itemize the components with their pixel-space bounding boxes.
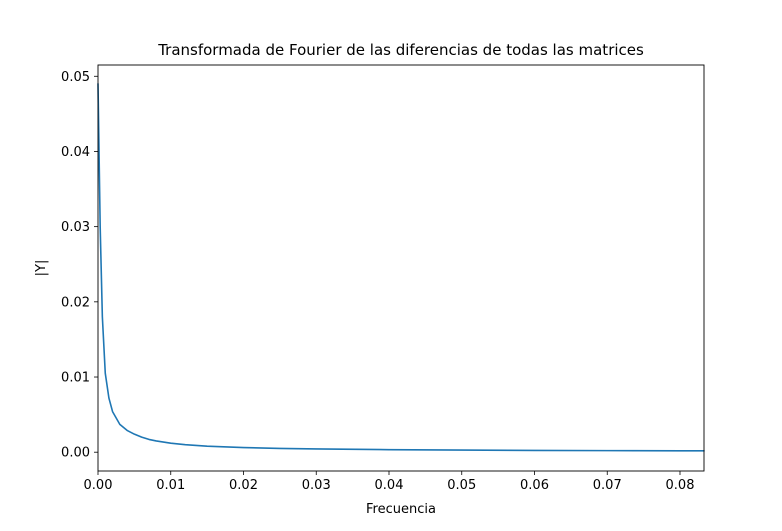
chart-title: Transformada de Fourier de las diferenci…	[157, 41, 644, 59]
x-axis-label: Frecuencia	[366, 502, 436, 517]
y-tick-label: 0.00	[61, 446, 90, 461]
y-tick-label: 0.02	[61, 295, 90, 310]
y-tick-label: 0.04	[61, 145, 90, 160]
x-tick-label: 0.02	[229, 478, 258, 493]
y-axis-ticks: 0.00 0.01 0.02 0.03 0.04 0.05	[61, 70, 98, 461]
x-tick-label: 0.06	[520, 478, 549, 493]
x-tick-label: 0.03	[302, 478, 331, 493]
x-tick-label: 0.04	[375, 478, 404, 493]
x-tick-label: 0.08	[666, 478, 695, 493]
y-tick-label: 0.01	[61, 371, 90, 386]
x-tick-label: 0.00	[84, 478, 113, 493]
y-tick-label: 0.03	[61, 220, 90, 235]
plot-frame	[97, 64, 705, 472]
plot-area	[97, 64, 705, 472]
x-tick-label: 0.05	[447, 478, 476, 493]
y-tick-label: 0.05	[61, 70, 90, 85]
x-axis-ticks: 0.00 0.01 0.02 0.03 0.04 0.05 0.06 0.07 0.08	[84, 471, 695, 493]
x-tick-label: 0.01	[156, 478, 185, 493]
x-tick-label: 0.07	[593, 478, 622, 493]
y-axis-label: |Y|	[34, 260, 49, 277]
series-line-0	[97, 83, 705, 452]
